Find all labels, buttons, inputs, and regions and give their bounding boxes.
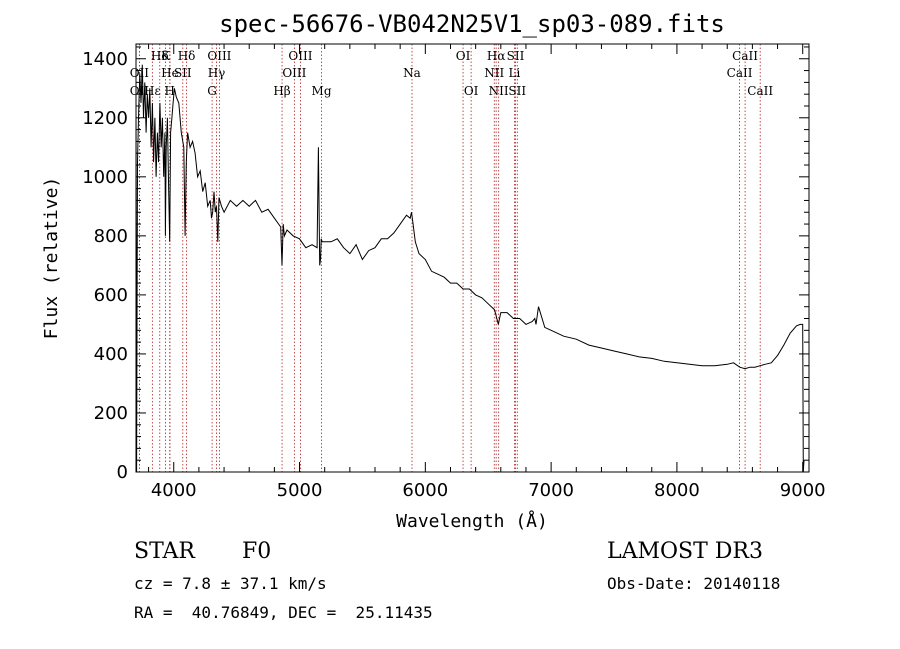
object-subclass: F0 xyxy=(242,539,272,564)
x-tick-label: 5000 xyxy=(277,480,323,501)
plot-frame xyxy=(135,43,810,473)
spectral-line-label: G xyxy=(207,84,217,98)
y-tick-label: 0 xyxy=(117,462,128,483)
spectral-line-label: Hβ xyxy=(273,84,290,98)
y-tick-label: 400 xyxy=(94,344,128,365)
spectral-line-label: CaII xyxy=(727,66,753,80)
spectral-line-label: OIII xyxy=(282,66,306,80)
spectral-line-label: Mg xyxy=(312,84,332,98)
spectral-line-label: Hγ xyxy=(208,66,226,80)
spectrum-line xyxy=(135,64,805,473)
spectral-line-markers xyxy=(138,44,761,472)
redshift-value: cz = 7.8 ± 37.1 km/s xyxy=(134,574,327,593)
spectral-line-label: OI xyxy=(464,84,479,98)
spectral-line-label: CaII xyxy=(747,84,773,98)
spectral-line-label: OIII xyxy=(288,49,312,63)
object-class: STAR xyxy=(134,539,195,564)
spectral-line-label: SII xyxy=(507,49,525,63)
sky-coordinates: RA = 40.76849, DEC = 25.11435 xyxy=(134,603,433,622)
spectral-line-label: Li xyxy=(508,66,520,80)
spectral-line-label: NII xyxy=(489,84,509,98)
x-tick-label: 4000 xyxy=(151,480,197,501)
y-tick-label: 1000 xyxy=(82,167,128,188)
spectral-line-label: Hα xyxy=(487,49,506,63)
y-tick-label: 600 xyxy=(94,285,128,306)
spectral-line-label: SII xyxy=(174,66,192,80)
spectral-line-label: Hδ xyxy=(151,49,169,63)
survey-name: LAMOST DR3 xyxy=(607,539,763,564)
observation-date: Obs-Date: 20140118 xyxy=(607,574,781,593)
spectral-line-label: H xyxy=(164,84,174,98)
y-tick-label: 800 xyxy=(94,226,128,247)
spectral-line-label: Hδ xyxy=(178,49,196,63)
spectral-line-label: NII xyxy=(484,66,504,80)
chart-title: spec-56676-VB042N25V1_sp03-089.fits xyxy=(219,10,725,38)
x-tick-label: 6000 xyxy=(402,480,448,501)
spectral-line-label: OII xyxy=(130,66,150,80)
x-axis-label: Wavelength (Å) xyxy=(396,510,548,532)
x-axis-ticks: 4000 5000 6000 7000 8000 9000 xyxy=(148,44,826,501)
y-tick-label: 1400 xyxy=(82,49,128,70)
x-tick-label: 8000 xyxy=(654,480,700,501)
y-axis-label: Flux (relative) xyxy=(41,177,62,340)
spectral-line-label: OI xyxy=(456,49,471,63)
x-tick-label: 9000 xyxy=(780,480,826,501)
spectral-line-label: He xyxy=(161,66,179,80)
spectral-line-label: CaII xyxy=(732,49,758,63)
y-axis-ticks: 0 200 400 600 800 1000 1200 1400 xyxy=(82,46,809,483)
spectral-line-label: Na xyxy=(403,66,421,80)
spectral-line-label: K xyxy=(161,49,171,63)
spectral-line-label: SII xyxy=(508,84,526,98)
y-tick-label: 1200 xyxy=(82,108,128,129)
x-tick-label: 7000 xyxy=(528,480,574,501)
spectral-line-label: OIII xyxy=(207,49,231,63)
spectral-line-label: Hε xyxy=(144,84,161,98)
y-tick-label: 200 xyxy=(94,403,128,424)
